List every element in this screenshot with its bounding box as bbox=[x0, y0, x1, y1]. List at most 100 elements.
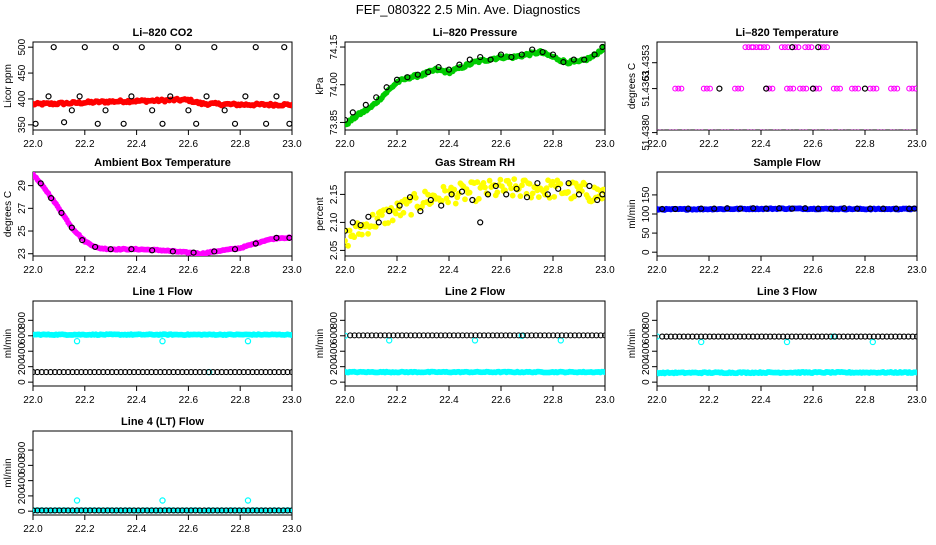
data-point bbox=[252, 44, 259, 51]
data-point bbox=[894, 85, 901, 92]
x-tick-label: 22.0 bbox=[23, 395, 43, 406]
data-point bbox=[411, 332, 419, 339]
series-black bbox=[345, 180, 605, 234]
data-point bbox=[539, 48, 546, 56]
data-point bbox=[837, 85, 843, 92]
panel-title: Ambient Box Temperature bbox=[94, 157, 231, 169]
x-tick-label: 22.6 bbox=[179, 395, 199, 406]
data-point bbox=[69, 369, 76, 376]
data-point bbox=[183, 507, 190, 514]
data-point bbox=[801, 333, 808, 340]
data-point bbox=[107, 246, 114, 253]
data-point bbox=[707, 85, 713, 92]
data-point bbox=[386, 332, 393, 339]
x-tick-label: 23.0 bbox=[595, 395, 615, 406]
panel-title: Gas Stream RH bbox=[435, 157, 515, 169]
x-tick-label: 22.0 bbox=[335, 395, 355, 406]
data-point bbox=[139, 507, 146, 514]
data-point bbox=[252, 240, 259, 247]
data-point bbox=[73, 507, 80, 514]
data-point bbox=[787, 85, 794, 92]
data-point bbox=[47, 369, 54, 376]
data-point bbox=[157, 507, 164, 514]
data-point bbox=[558, 332, 565, 339]
data-point bbox=[737, 205, 744, 212]
data-point bbox=[60, 507, 67, 514]
series-black bbox=[347, 332, 605, 339]
data-point bbox=[43, 369, 50, 376]
data-point bbox=[130, 369, 138, 376]
data-point bbox=[719, 333, 726, 340]
data-point bbox=[698, 338, 705, 346]
data-point bbox=[853, 129, 857, 130]
y-tick-label: 200 bbox=[641, 358, 652, 375]
data-point bbox=[365, 213, 372, 220]
panel-title: Li–820 CO2 bbox=[133, 27, 193, 39]
series-marks bbox=[33, 172, 292, 256]
x-tick-label: 22.0 bbox=[23, 265, 43, 276]
data-point bbox=[494, 189, 501, 196]
data-point bbox=[466, 189, 473, 196]
data-point bbox=[196, 369, 203, 376]
data-point bbox=[437, 332, 444, 339]
data-point bbox=[769, 85, 776, 92]
data-point bbox=[543, 185, 550, 192]
data-point bbox=[271, 369, 278, 376]
data-point bbox=[192, 369, 199, 376]
data-point bbox=[912, 85, 917, 92]
data-point bbox=[671, 129, 675, 130]
y-tick-label: 51.4380 bbox=[641, 114, 652, 151]
data-point bbox=[68, 107, 75, 114]
data-point bbox=[122, 369, 129, 376]
data-point bbox=[816, 129, 820, 130]
data-point bbox=[345, 242, 351, 249]
data-point bbox=[485, 332, 492, 339]
data-point bbox=[506, 332, 514, 339]
y-tick-label: 600 bbox=[17, 457, 28, 474]
data-point bbox=[174, 507, 181, 514]
data-point bbox=[482, 184, 488, 191]
data-point bbox=[571, 332, 578, 339]
data-point bbox=[855, 85, 862, 92]
data-point bbox=[908, 129, 912, 130]
data-point bbox=[519, 182, 525, 189]
data-point bbox=[471, 337, 479, 344]
y-tick-label: 500 bbox=[17, 38, 28, 55]
data-point bbox=[56, 507, 63, 514]
data-point bbox=[857, 333, 864, 340]
series-black bbox=[33, 44, 292, 127]
data-point bbox=[486, 177, 493, 184]
data-point bbox=[166, 507, 173, 514]
plot-frame bbox=[656, 171, 918, 257]
data-point bbox=[805, 44, 812, 51]
data-point bbox=[73, 369, 80, 376]
data-point bbox=[676, 333, 683, 340]
data-point bbox=[161, 369, 168, 376]
data-point bbox=[575, 191, 583, 198]
data-point bbox=[544, 191, 551, 198]
data-point bbox=[698, 205, 705, 212]
data-point bbox=[581, 56, 588, 63]
series-cyan bbox=[657, 333, 917, 377]
data-point bbox=[396, 202, 403, 209]
data-point bbox=[840, 129, 844, 130]
data-point bbox=[406, 194, 414, 201]
data-point bbox=[179, 369, 186, 376]
data-point bbox=[535, 194, 542, 200]
y-tick-label: 800 bbox=[641, 312, 652, 329]
x-tick-label: 22.0 bbox=[23, 139, 43, 150]
data-point bbox=[503, 191, 510, 198]
panel-title: Line 2 Flow bbox=[445, 286, 505, 298]
data-point bbox=[912, 129, 917, 130]
data-point bbox=[761, 44, 768, 51]
x-tick-label: 22.6 bbox=[179, 265, 199, 276]
y-tick-label: 800 bbox=[17, 441, 28, 458]
data-point bbox=[144, 507, 151, 514]
x-tick-label: 23.0 bbox=[907, 265, 927, 276]
series-cyan bbox=[33, 331, 292, 376]
data-point bbox=[711, 205, 718, 212]
data-point bbox=[724, 205, 731, 212]
data-point bbox=[680, 333, 687, 340]
data-point bbox=[170, 507, 177, 514]
x-tick-label: 22.8 bbox=[230, 524, 250, 535]
